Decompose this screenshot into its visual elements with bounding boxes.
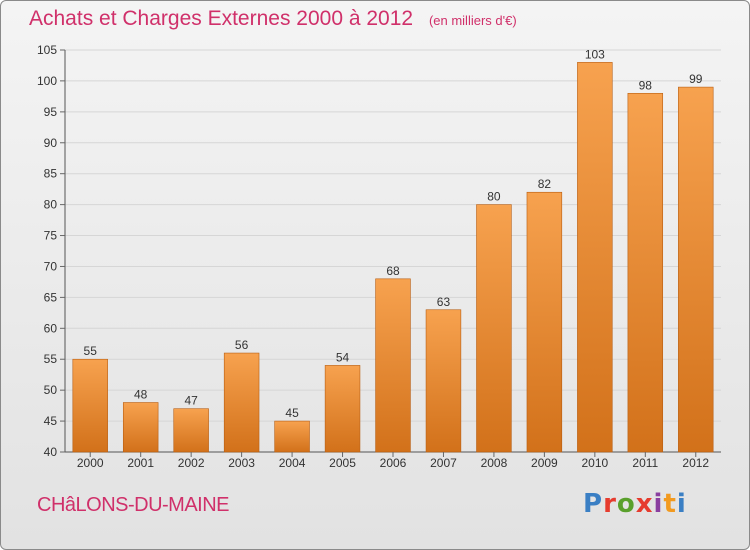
x-tick-label: 2012 — [682, 456, 709, 470]
x-tick-label: 2003 — [228, 456, 255, 470]
proxiti-logo: Proxiti — [583, 489, 687, 519]
x-tick-label: 2009 — [531, 456, 558, 470]
y-tick-label: 65 — [44, 290, 58, 304]
y-tick-label: 95 — [44, 105, 58, 119]
y-tick-label: 50 — [44, 383, 58, 397]
bars — [72, 62, 714, 453]
chart-title-text: Achats et Charges Externes 2000 à 2012 — [29, 7, 414, 30]
y-tick-label: 85 — [44, 167, 58, 181]
commune-name: CHâLONS-DU-MAINE — [37, 494, 230, 516]
y-tick-label: 100 — [37, 74, 57, 88]
x-tick-label: 2005 — [329, 456, 356, 470]
x-tick-label: 2000 — [77, 456, 104, 470]
logo-letter: i — [676, 489, 687, 519]
bar-value-label: 63 — [437, 295, 451, 309]
y-tick-label: 45 — [44, 414, 58, 428]
bar-value-label: 54 — [336, 350, 350, 364]
bar — [122, 402, 159, 453]
bar-value-label: 98 — [639, 78, 653, 92]
y-tick-label: 40 — [44, 445, 58, 459]
x-tick-label: 2008 — [481, 456, 508, 470]
logo-letter: o — [616, 489, 636, 519]
bar-value-label: 55 — [84, 344, 98, 358]
chart-title: Achats et Charges Externes 2000 à 2012 (… — [29, 7, 517, 31]
x-tick-label: 2007 — [430, 456, 457, 470]
bar-value-label: 80 — [487, 190, 501, 204]
bar-value-label: 82 — [538, 177, 552, 191]
bar-value-label: 99 — [689, 72, 703, 86]
bar — [324, 365, 361, 453]
y-tick-label: 105 — [37, 43, 57, 57]
bar — [526, 191, 563, 453]
logo-letter: t — [663, 489, 677, 519]
x-tick-label: 2006 — [380, 456, 407, 470]
bar — [173, 408, 209, 453]
x-tick-label: 2004 — [279, 456, 306, 470]
bar-value-label: 68 — [386, 264, 400, 278]
bar — [678, 86, 714, 453]
x-tick-label: 2011 — [632, 456, 658, 470]
bar-value-label: 103 — [585, 47, 605, 61]
chart-subtitle: (en milliers d'€) — [428, 13, 517, 28]
bar — [627, 92, 664, 453]
y-tick-labels: 40 45 50 55 60 65 70 75 80 85 90 95 100 105 — [37, 43, 65, 459]
bar-value-label: 48 — [134, 388, 148, 402]
y-tick-label: 75 — [44, 229, 58, 243]
x-tick-label: 2010 — [581, 456, 608, 470]
y-tick-label: 80 — [44, 198, 58, 212]
x-tick-label: 2002 — [178, 456, 205, 470]
y-tick-label: 55 — [44, 352, 58, 366]
bar — [425, 309, 462, 453]
bar — [72, 358, 108, 453]
bar — [577, 62, 613, 453]
y-tick-label: 90 — [44, 136, 58, 150]
y-tick-label: 70 — [44, 259, 58, 273]
bar-value-label: 56 — [235, 338, 249, 352]
logo-letter: P — [583, 489, 604, 519]
logo-letter: r — [603, 489, 617, 519]
bar-value-label: 45 — [285, 406, 299, 420]
bar — [274, 420, 310, 453]
x-tick-labels: 2000 2001 2002 2003 2004 2005 2006 2007 2008 2009… — [77, 452, 709, 470]
y-tick-label: 60 — [44, 321, 58, 335]
bar — [223, 352, 260, 453]
x-tick-label: 2001 — [127, 456, 154, 470]
bar — [375, 278, 411, 453]
bar-value-labels: 55 48 47 56 45 54 68 63 80 82 103 98 99 — [84, 47, 703, 420]
bar-value-label: 47 — [184, 394, 198, 408]
bar — [476, 204, 512, 453]
logo-letter: i — [653, 489, 664, 519]
logo-letter: x — [635, 489, 654, 519]
